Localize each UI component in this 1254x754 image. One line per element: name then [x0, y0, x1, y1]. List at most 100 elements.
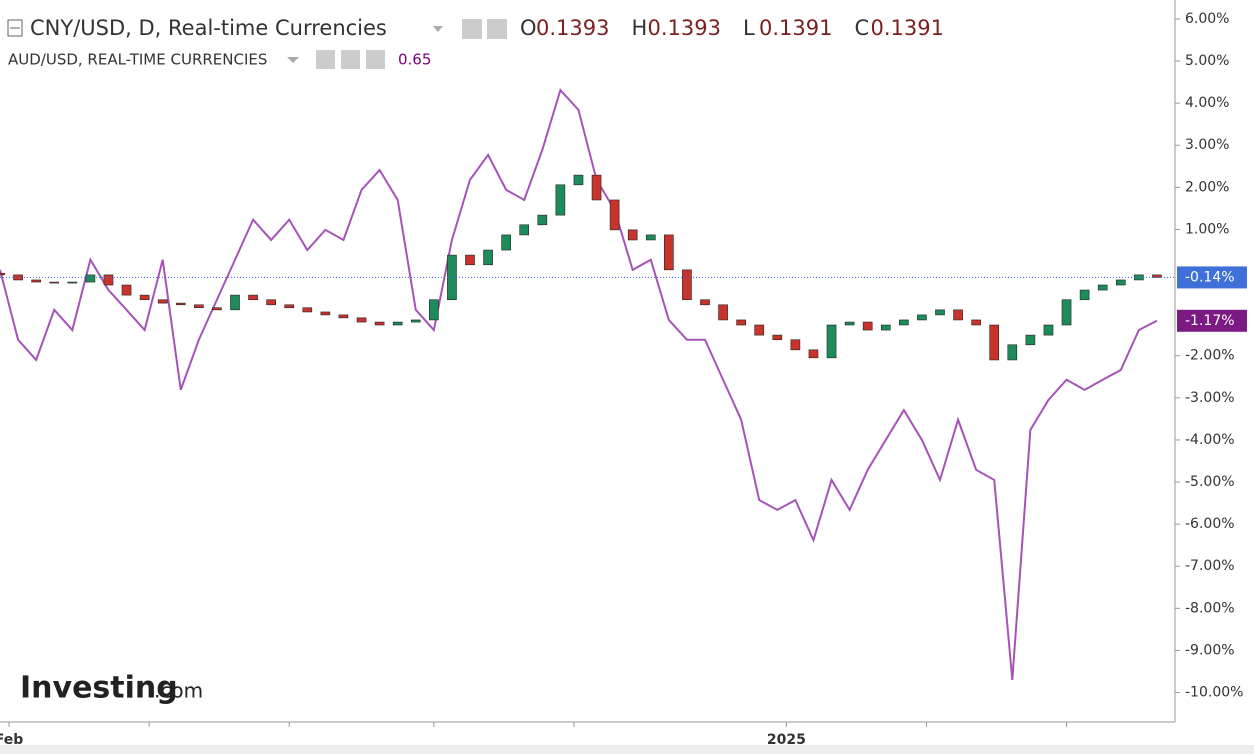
candle-body [555, 184, 566, 216]
candle-body [67, 281, 78, 284]
price-tag [1177, 266, 1247, 289]
candle-body [266, 299, 276, 306]
candle-body [157, 299, 168, 304]
settings-icon[interactable] [487, 19, 507, 39]
candle-body [1025, 334, 1036, 346]
candle-body [85, 274, 96, 283]
candle-body [1115, 279, 1126, 286]
candle-body [754, 324, 765, 336]
y-tick-label: -3.00% [1185, 390, 1235, 406]
watermark-suffix: .com [154, 679, 203, 703]
main-title: CNY/USD, D, Real-time Currencies [30, 16, 387, 40]
candle-body [103, 274, 114, 286]
candle-body [320, 311, 331, 316]
candle-body [374, 321, 385, 326]
candle-body [808, 349, 819, 359]
y-tick-label: -7.00% [1185, 558, 1235, 574]
ohlc-label: O [520, 16, 537, 40]
dropdown-arrow[interactable] [433, 26, 443, 32]
candle-body [1152, 274, 1162, 278]
close-icon[interactable] [366, 50, 385, 69]
candle-body [935, 309, 945, 316]
candle-body [537, 214, 548, 226]
candle-body [230, 294, 240, 311]
candle-body [447, 254, 457, 301]
candle-body [609, 199, 620, 231]
dropdown-arrow[interactable] [287, 57, 299, 63]
y-tick-label: -4.00% [1185, 432, 1235, 448]
x-tick-label: 2025 [767, 732, 806, 748]
candle-body [248, 294, 258, 301]
collapse-icon[interactable] [7, 19, 23, 37]
candle-body [302, 307, 313, 313]
ohlc-label: L [743, 16, 755, 40]
watermark-brand: Investing [20, 671, 178, 706]
y-tick-label: 3.00% [1185, 137, 1229, 153]
candle-body [844, 321, 855, 326]
candle-body [826, 324, 837, 359]
y-tick-label: -9.00% [1185, 642, 1235, 658]
candle-body [49, 281, 60, 284]
candle-body [682, 269, 692, 301]
candle-body [772, 334, 783, 341]
candle-body [139, 294, 150, 301]
ohlc-value: 0.1393 [536, 16, 609, 40]
candle-body [1097, 284, 1108, 291]
candle-body [953, 309, 963, 321]
candle-body [862, 321, 873, 331]
candle-body [212, 307, 222, 311]
candle-body [917, 314, 927, 321]
candle-body [31, 279, 41, 283]
candle-body [899, 319, 909, 326]
candle-body [465, 254, 475, 266]
legend: CNY/USD, D, Real-time Currencies AUD/USD… [7, 16, 507, 69]
candle-body [356, 317, 367, 323]
line-series [0, 88, 1158, 680]
candle-body [880, 324, 891, 331]
candle-body [645, 234, 656, 241]
y-tick-label: 6.00% [1185, 11, 1229, 27]
y-tick-label: 1.00% [1185, 221, 1229, 237]
candle-body [175, 302, 186, 306]
y-tick-label: -10.00% [1185, 685, 1243, 701]
candle-body [0, 272, 5, 276]
ohlc-value: 0.1391 [870, 16, 943, 40]
y-tick-label: 4.00% [1185, 95, 1229, 111]
candle-body [483, 249, 493, 266]
candle-body [501, 234, 511, 251]
price-tag [1177, 309, 1247, 332]
price-tag-label: -1.17% [1185, 313, 1235, 329]
bottom-strip [0, 745, 1254, 754]
ohlc-value: 0.1393 [647, 16, 720, 40]
ohlc-value: 0.1391 [759, 16, 832, 40]
candle-body [121, 284, 132, 296]
candle-body [718, 304, 728, 321]
candle-body [429, 299, 439, 321]
x-tick-label: Feb [0, 732, 23, 748]
candle-body [392, 321, 403, 326]
eye-icon[interactable] [462, 19, 482, 39]
price-tag-label: -0.14% [1185, 269, 1235, 285]
ohlc-label: H [631, 16, 647, 40]
candle-body [194, 304, 204, 309]
candle-body [284, 304, 295, 309]
candle-body [989, 324, 1000, 361]
eye-icon[interactable] [316, 50, 335, 69]
candle-body [736, 319, 746, 326]
candle-body [790, 339, 801, 351]
candle-body [1043, 324, 1054, 336]
candle-body [1061, 299, 1072, 326]
candle-body [338, 314, 349, 319]
candle-body [971, 319, 981, 326]
y-tick-label: -6.00% [1185, 516, 1235, 532]
candle-body [591, 174, 602, 201]
candle-body [627, 229, 638, 241]
settings-icon[interactable] [341, 50, 360, 69]
candle-body [1007, 344, 1018, 361]
y-tick-label: 2.00% [1185, 179, 1229, 195]
candle-body [1079, 289, 1090, 301]
y-tick-label: -8.00% [1185, 600, 1235, 616]
ohlc-label: C [854, 16, 869, 40]
